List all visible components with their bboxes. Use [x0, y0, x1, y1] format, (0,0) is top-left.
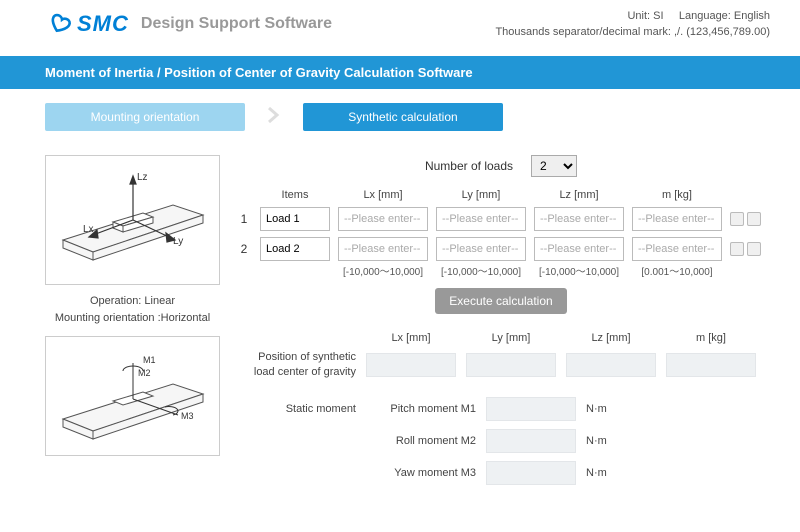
moment-m2-label: Roll moment M2	[366, 435, 476, 447]
header-meta: Unit: SI Language: English Thousands sep…	[495, 10, 770, 38]
svg-text:Lz: Lz	[137, 172, 148, 183]
lz-input[interactable]	[534, 237, 624, 261]
copy-icon[interactable]	[730, 212, 744, 226]
result-lx	[366, 353, 456, 377]
logo: SMC	[45, 10, 129, 38]
moment-m3-value	[486, 461, 576, 485]
moment-unit: N·m	[586, 403, 626, 415]
position-label: Position of synthetic load center of gra…	[236, 350, 356, 381]
rcol-ly: Ly [mm]	[466, 332, 556, 344]
step-mounting-orientation[interactable]: Mounting orientation	[45, 103, 245, 131]
caption-operation: Operation: Linear	[45, 293, 220, 310]
rcol-lx: Lx [mm]	[366, 332, 456, 344]
moment-m1-label: Pitch moment M1	[366, 403, 476, 415]
row-index: 1	[236, 212, 252, 226]
separator-info: Thousands separator/decimal mark: ,/. (1…	[495, 26, 770, 38]
col-lx: Lx [mm]	[338, 189, 428, 201]
unit-value[interactable]: SI	[653, 10, 663, 22]
lz-input[interactable]	[534, 207, 624, 231]
svg-text:M3: M3	[181, 411, 194, 421]
svg-text:Lx: Lx	[83, 224, 94, 235]
app-title: Design Support Software	[141, 15, 332, 33]
delete-icon[interactable]	[747, 242, 761, 256]
static-moment-block: Static moment Pitch moment M1 N·m Roll m…	[236, 397, 766, 485]
col-ly: Ly [mm]	[436, 189, 526, 201]
load-name-input[interactable]	[260, 237, 330, 261]
col-lz: Lz [mm]	[534, 189, 624, 201]
unit-label: Unit:	[627, 10, 650, 22]
static-moment-label: Static moment	[236, 403, 356, 415]
caption-orientation: Mounting orientation :Horizontal	[45, 310, 220, 327]
num-loads-select[interactable]: 2	[531, 155, 577, 177]
range-lx: [-10,000～10,000]	[338, 263, 428, 278]
load-name-input[interactable]	[260, 207, 330, 231]
moment-m1-value	[486, 397, 576, 421]
range-m: [0.001～10,000]	[632, 263, 722, 278]
m-input[interactable]	[632, 237, 722, 261]
lang-label: Language:	[679, 10, 731, 22]
results-position-row: Position of synthetic load center of gra…	[236, 350, 766, 381]
step-nav: Mounting orientation Synthetic calculati…	[0, 103, 800, 131]
diagram-linear: Lz Lx Ly	[45, 155, 220, 285]
moment-m3-label: Yaw moment M3	[366, 467, 476, 479]
ly-input[interactable]	[436, 207, 526, 231]
range-lz: [-10,000～10,000]	[534, 263, 624, 278]
loads-table: Items Lx [mm] Ly [mm] Lz [mm] m [kg] 1 2	[236, 189, 766, 261]
moment-m2-value	[486, 429, 576, 453]
form-column: Number of loads 2 Items Lx [mm] Ly [mm] …	[236, 155, 766, 493]
num-loads-label: Number of loads	[425, 159, 513, 173]
svg-text:M1: M1	[143, 355, 156, 365]
moment-unit: N·m	[586, 467, 626, 479]
diagram-moments: M1 M2 M3	[45, 336, 220, 456]
moment-unit: N·m	[586, 435, 626, 447]
page-title-bar: Moment of Inertia / Position of Center o…	[0, 56, 800, 89]
logo-text: SMC	[77, 11, 129, 37]
step-synthetic-calculation[interactable]: Synthetic calculation	[303, 103, 503, 131]
result-m	[666, 353, 756, 377]
execute-button[interactable]: Execute calculation	[435, 288, 566, 314]
svg-text:Ly: Ly	[173, 236, 183, 247]
delete-icon[interactable]	[747, 212, 761, 226]
lang-value[interactable]: English	[734, 10, 770, 22]
rcol-lz: Lz [mm]	[566, 332, 656, 344]
col-m: m [kg]	[632, 189, 722, 201]
col-items: Items	[260, 189, 330, 201]
m-input[interactable]	[632, 207, 722, 231]
results-header: Lx [mm] Ly [mm] Lz [mm] m [kg]	[236, 332, 766, 344]
rcol-m: m [kg]	[666, 332, 756, 344]
result-lz	[566, 353, 656, 377]
copy-icon[interactable]	[730, 242, 744, 256]
diagram-column: Lz Lx Ly Operation: Linear Mounting orie…	[45, 155, 220, 493]
range-ly: [-10,000～10,000]	[436, 263, 526, 278]
ly-input[interactable]	[436, 237, 526, 261]
svg-text:M2: M2	[138, 368, 151, 378]
range-hints: [-10,000～10,000] [-10,000～10,000] [-10,0…	[236, 263, 766, 278]
lx-input[interactable]	[338, 207, 428, 231]
step-arrow-icon	[265, 106, 283, 129]
brand-icon	[45, 10, 73, 38]
lx-input[interactable]	[338, 237, 428, 261]
result-ly	[466, 353, 556, 377]
header: SMC Design Support Software Unit: SI Lan…	[0, 0, 800, 42]
row-index: 2	[236, 242, 252, 256]
